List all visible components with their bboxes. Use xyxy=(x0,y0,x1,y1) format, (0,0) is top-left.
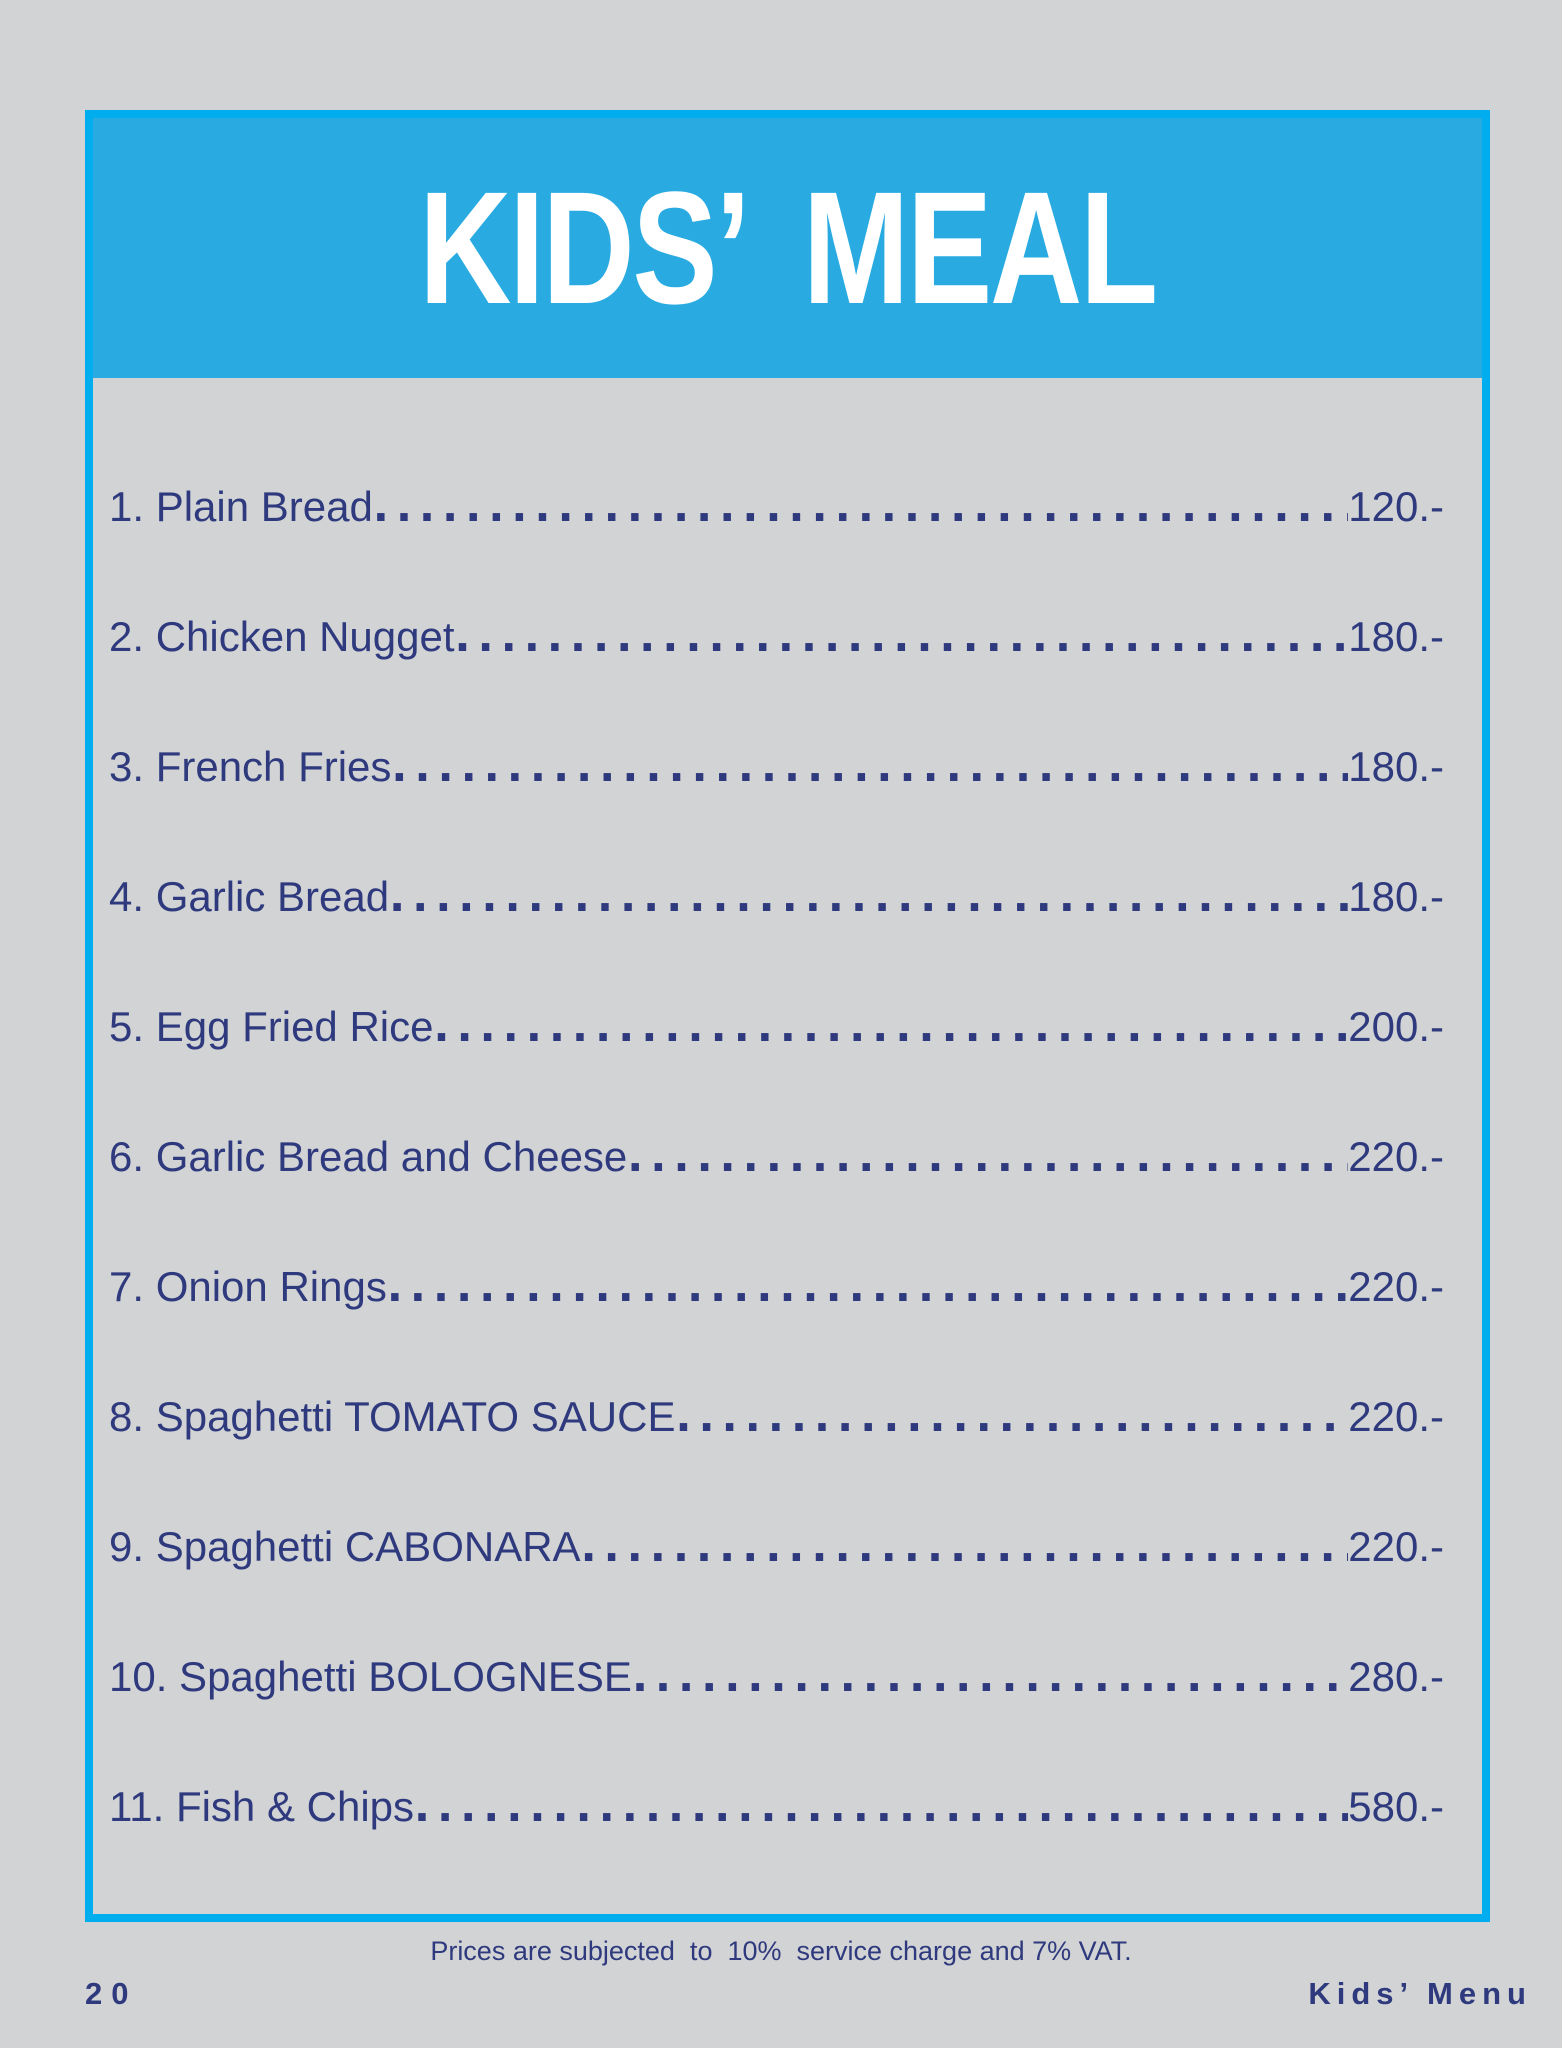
dot-leader xyxy=(414,1742,1348,1872)
menu-item-row: 10. Spaghetti BOLOGNESE 280.- xyxy=(109,1612,1444,1742)
dot-leader xyxy=(675,1352,1348,1482)
menu-item-price: 580.- xyxy=(1348,1783,1444,1830)
menu-item-price: 180.- xyxy=(1348,873,1444,920)
dot-leader xyxy=(373,442,1348,572)
menu-item-label: 9. Spaghetti CABONARA xyxy=(109,1523,581,1570)
dot-leader xyxy=(389,832,1348,962)
menu-item-price: 220.- xyxy=(1348,1133,1444,1180)
menu-item-label: 6. Garlic Bread and Cheese xyxy=(109,1133,628,1180)
menu-item-label: 3. French Fries xyxy=(109,743,392,790)
menu-item-label: 7. Onion Rings xyxy=(109,1263,387,1310)
page-number: 20 xyxy=(85,1976,138,2011)
page-footer: 20 Kids’ Menu xyxy=(85,1976,1532,2012)
menu-item-row: 5. Egg Fried Rice 200.- xyxy=(109,962,1444,1092)
menu-item-price: 180.- xyxy=(1348,743,1444,790)
menu-list: 1. Plain Bread 120.- 2. Chicken Nugget 1… xyxy=(93,378,1482,1872)
menu-item-row: 11. Fish & Chips 580.- xyxy=(109,1742,1444,1872)
menu-item-label: 1. Plain Bread xyxy=(109,483,373,530)
dot-leader xyxy=(581,1482,1349,1612)
menu-item-price: 180.- xyxy=(1348,613,1444,660)
dot-leader xyxy=(632,1612,1348,1742)
page-title: KIDS’ MEAL xyxy=(419,158,1158,337)
menu-item-price: 220.- xyxy=(1348,1393,1444,1440)
menu-item-label: 11. Fish & Chips xyxy=(109,1783,415,1830)
menu-item-price: 120.- xyxy=(1348,483,1444,530)
menu-item-row: 9. Spaghetti CABONARA 220.- xyxy=(109,1482,1444,1612)
footer-section-label: Kids’ Menu xyxy=(1308,1976,1532,2011)
menu-item-row: 4. Garlic Bread 180.- xyxy=(109,832,1444,962)
menu-item-row: 3. French Fries 180.- xyxy=(109,702,1444,832)
menu-item-row: 6. Garlic Bread and Cheese 220.- xyxy=(109,1092,1444,1222)
menu-item-label: 4. Garlic Bread xyxy=(109,873,390,920)
menu-item-label: 5. Egg Fried Rice xyxy=(109,1003,434,1050)
menu-item-price: 200.- xyxy=(1348,1003,1444,1050)
dot-leader xyxy=(455,572,1349,702)
menu-item-label: 8. Spaghetti TOMATO SAUCE xyxy=(109,1393,676,1440)
dot-leader xyxy=(433,962,1348,1092)
menu-item-price: 220.- xyxy=(1348,1523,1444,1570)
menu-header: KIDS’ MEAL xyxy=(93,118,1482,378)
menu-item-row: 7. Onion Rings 220.- xyxy=(109,1222,1444,1352)
menu-item-price: 220.- xyxy=(1348,1263,1444,1310)
dot-leader xyxy=(391,702,1348,832)
dot-leader xyxy=(387,1222,1348,1352)
menu-item-label: 2. Chicken Nugget xyxy=(109,613,455,660)
dot-leader xyxy=(627,1092,1348,1222)
menu-item-row: 8. Spaghetti TOMATO SAUCE 220.- xyxy=(109,1352,1444,1482)
vat-notice: Prices are subjected to 10% service char… xyxy=(430,1936,1132,1966)
menu-item-label: 10. Spaghetti BOLOGNESE xyxy=(109,1653,632,1700)
menu-frame: KIDS’ MEAL 1. Plain Bread 120.- 2. Chick… xyxy=(85,110,1490,1922)
menu-item-row: 1. Plain Bread 120.- xyxy=(109,442,1444,572)
menu-item-row: 2. Chicken Nugget 180.- xyxy=(109,572,1444,702)
menu-item-price: 280.- xyxy=(1348,1653,1444,1700)
